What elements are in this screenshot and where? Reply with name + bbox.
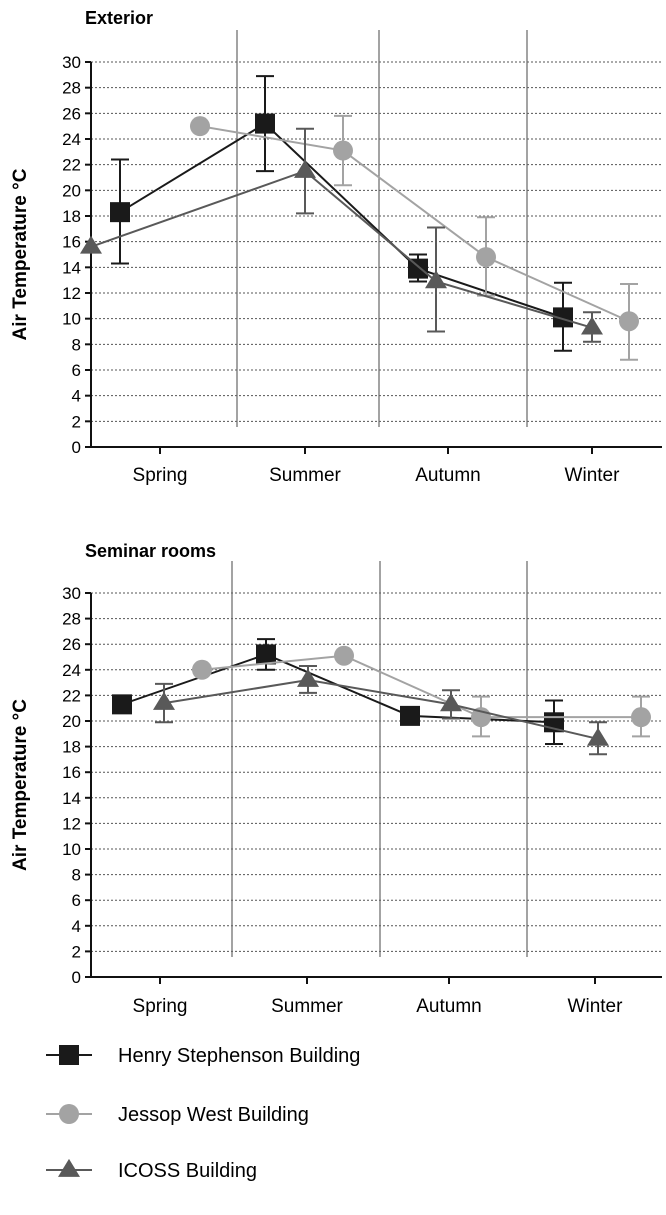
legend-item: Jessop West Building — [46, 1104, 309, 1126]
legend-label: Henry Stephenson Building — [118, 1045, 360, 1067]
data-point — [440, 693, 462, 712]
legend-marker — [59, 1045, 79, 1065]
y-tick-label: 20 — [62, 181, 81, 200]
data-point — [192, 659, 212, 680]
legend-marker — [59, 1104, 79, 1124]
data-point — [334, 645, 354, 666]
y-tick-label: 18 — [62, 207, 81, 226]
y-tick-label: 18 — [62, 738, 81, 757]
y-tick-label: 16 — [62, 233, 81, 252]
legend-marker — [58, 1158, 80, 1177]
data-point — [297, 668, 319, 687]
data-point — [476, 247, 496, 268]
y-tick-label: 12 — [62, 814, 81, 833]
y-tick-label: 6 — [72, 361, 81, 380]
data-point — [255, 113, 275, 134]
y-tick-label: 24 — [62, 661, 81, 680]
legend-item: Henry Stephenson Building — [46, 1045, 360, 1067]
y-tick-label: 8 — [72, 866, 81, 885]
data-point — [333, 140, 353, 161]
data-point — [619, 311, 639, 332]
series-line — [163, 679, 599, 740]
data-point — [553, 307, 573, 328]
data-point — [400, 705, 420, 726]
y-tick-label: 16 — [62, 763, 81, 782]
legend-label: Jessop West Building — [118, 1104, 309, 1126]
data-point — [631, 707, 651, 728]
y-tick-label: 0 — [72, 968, 81, 987]
data-point — [190, 116, 210, 137]
y-tick-label: 4 — [72, 387, 81, 406]
chart-title: Exterior — [85, 8, 153, 28]
y-tick-label: 28 — [62, 610, 81, 629]
y-tick-label: 30 — [62, 584, 81, 603]
data-point — [294, 159, 316, 178]
series-line — [119, 122, 564, 319]
legend-item: ICOSS Building — [46, 1158, 257, 1182]
y-tick-label: 22 — [62, 686, 81, 705]
legend-label: ICOSS Building — [118, 1160, 257, 1182]
data-point — [581, 316, 603, 335]
y-tick-label: 2 — [72, 942, 81, 961]
y-tick-label: 20 — [62, 712, 81, 731]
data-point — [408, 258, 428, 279]
y-tick-label: 12 — [62, 284, 81, 303]
category-label: Spring — [133, 996, 188, 1017]
y-tick-label: 6 — [72, 891, 81, 910]
y-tick-label: 10 — [62, 840, 81, 859]
y-tick-label: 8 — [72, 335, 81, 354]
category-label: Autumn — [416, 996, 481, 1017]
series-line — [201, 654, 641, 719]
legend: Henry Stephenson Building Jessop West Bui… — [46, 1045, 360, 1182]
y-tick-label: 28 — [62, 79, 81, 98]
data-point — [110, 202, 130, 223]
seminar-rooms-chart: Seminar rooms024681012141618202224262830… — [10, 541, 662, 1017]
data-point — [587, 727, 609, 746]
y-axis-label: Air Temperature °C — [10, 168, 31, 340]
category-label: Autumn — [415, 465, 480, 486]
data-point — [153, 691, 175, 710]
y-tick-label: 24 — [62, 130, 81, 149]
data-point — [256, 644, 276, 665]
category-label: Winter — [565, 465, 621, 486]
series-line — [199, 125, 630, 323]
y-tick-label: 26 — [62, 635, 81, 654]
y-tick-label: 10 — [62, 310, 81, 329]
y-tick-label: 14 — [62, 258, 81, 277]
y-tick-label: 2 — [72, 412, 81, 431]
y-tick-label: 4 — [72, 917, 81, 936]
y-tick-label: 22 — [62, 156, 81, 175]
series-line — [90, 169, 593, 329]
category-label: Spring — [133, 465, 188, 486]
y-tick-label: 30 — [62, 53, 81, 72]
data-point — [425, 270, 447, 289]
y-axis-label: Air Temperature °C — [10, 699, 31, 871]
y-tick-label: 0 — [72, 438, 81, 457]
category-label: Summer — [269, 465, 341, 486]
y-tick-label: 26 — [62, 104, 81, 123]
exterior-chart: Exterior024681012141618202224262830Sprin… — [10, 8, 662, 486]
category-label: Summer — [271, 996, 343, 1017]
data-point — [80, 235, 102, 254]
data-point — [112, 694, 132, 715]
y-tick-label: 14 — [62, 789, 81, 808]
category-label: Winter — [568, 996, 624, 1017]
chart-title: Seminar rooms — [85, 541, 216, 561]
